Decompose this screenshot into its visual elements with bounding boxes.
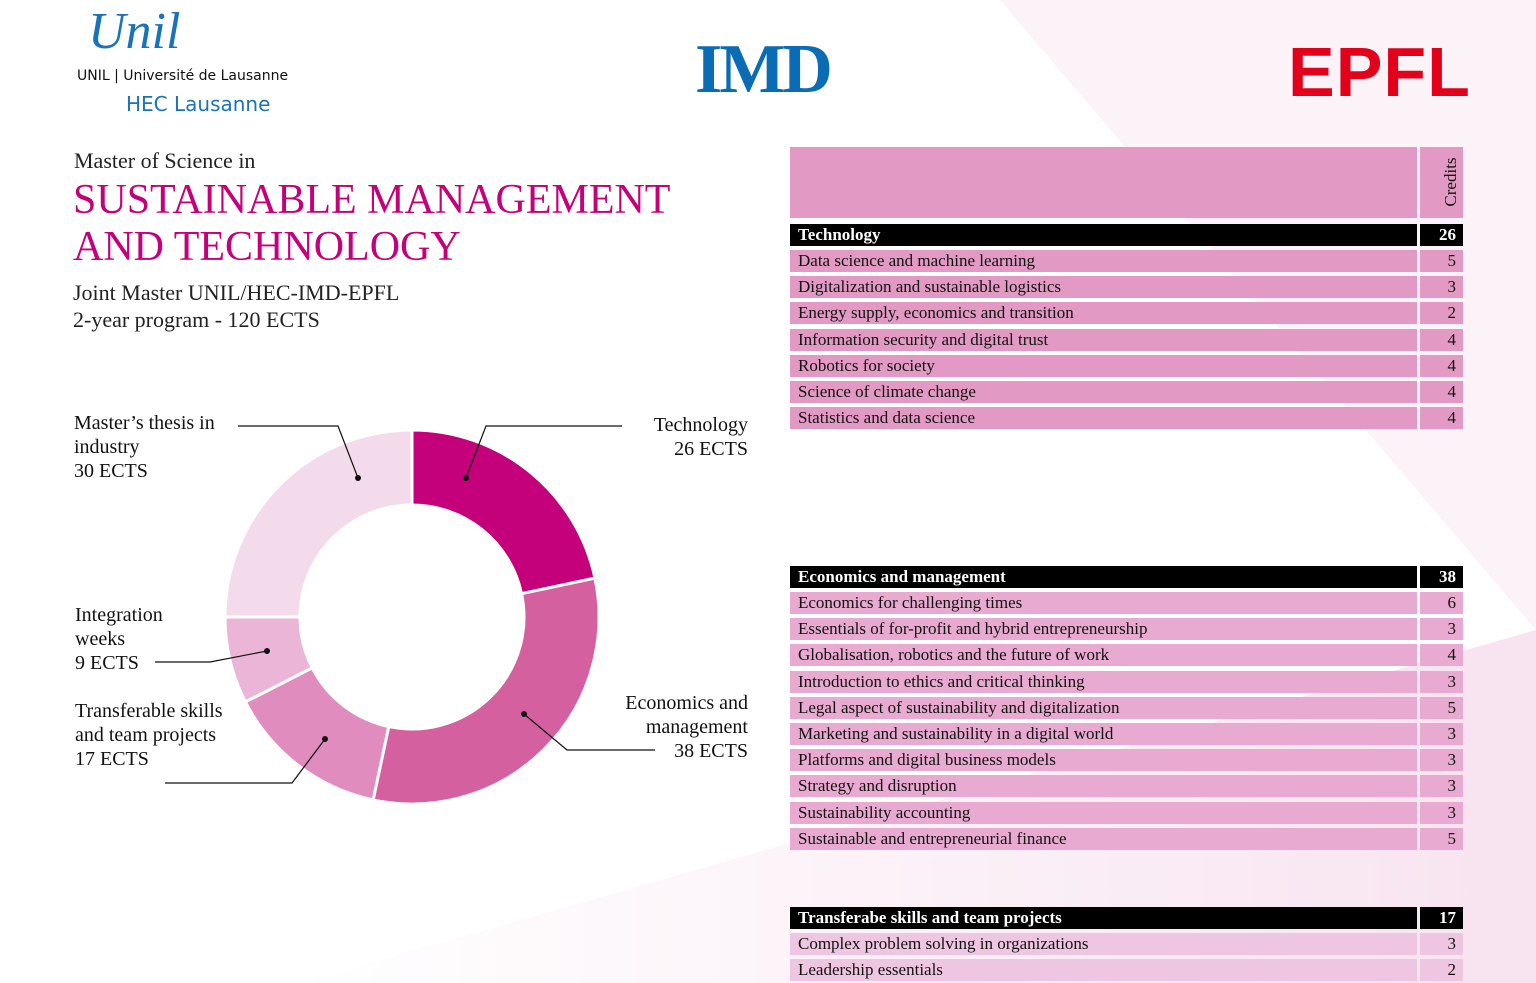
course-credits: 4	[1420, 407, 1463, 430]
leader-dot	[521, 711, 527, 717]
section-title: Technology	[790, 224, 1417, 246]
course-credits: 3	[1420, 276, 1463, 299]
course-name: Science of climate change	[790, 381, 1417, 403]
course-credits: 3	[1420, 670, 1463, 693]
course-name: Globalisation, robotics and the future o…	[790, 644, 1417, 667]
course-credits: 3	[1420, 933, 1463, 955]
course-credits: 4	[1420, 644, 1463, 667]
leader-lines	[155, 425, 655, 784]
course-name: Introduction to ethics and critical thin…	[790, 670, 1417, 693]
section-title: Economics and management	[790, 566, 1417, 588]
value-label: 38 ECTS	[674, 740, 748, 762]
course-credits: 3	[1420, 618, 1463, 641]
donut-segment	[410, 428, 597, 596]
hec-logo: HEC Lausanne	[126, 92, 271, 116]
course-name: Marketing and sustainability in a digita…	[790, 723, 1417, 745]
table-header-band	[790, 147, 1417, 218]
course-credits: 4	[1420, 381, 1463, 403]
credits-header-cell	[1420, 147, 1463, 218]
course-name: Legal aspect of sustainability and digit…	[790, 696, 1417, 719]
section-title: Transferabe skills and team projects	[790, 907, 1417, 929]
title-line: SUSTAINABLE MANAGEMENT	[73, 177, 671, 223]
course-name: Economics for challenging times	[790, 592, 1417, 614]
course-name: Data science and machine learning	[790, 250, 1417, 272]
donut-chart	[223, 428, 601, 806]
leader-dot	[264, 648, 270, 654]
epfl-logo: EPFL	[1288, 33, 1471, 111]
course-name: Energy supply, economics and transition	[790, 302, 1417, 325]
course-credits: 3	[1420, 775, 1463, 798]
course-credits: 5	[1420, 250, 1463, 272]
section-total: 17	[1420, 907, 1463, 929]
course-name: Information security and digital trust	[790, 328, 1417, 351]
value-label: 17 ECTS	[75, 748, 149, 770]
donut-label: Integration weeks 9 ECTS	[75, 603, 195, 675]
donut-label: Economics and management 38 ECTS	[588, 691, 748, 763]
section-total: 26	[1420, 224, 1463, 246]
credits-header: Credits	[1441, 157, 1460, 206]
unil-name: UNIL | Université de Lausanne	[77, 68, 289, 84]
course-name: Leadership essentials	[790, 959, 1417, 982]
donut-segment	[371, 576, 601, 806]
leader-line	[523, 713, 655, 751]
leader-line	[155, 650, 268, 663]
course-credits: 2	[1420, 959, 1463, 982]
program: 2-year program - 120 ECTS	[73, 307, 320, 332]
imd-logo: IMD	[695, 31, 833, 108]
value-label: 9 ECTS	[75, 652, 139, 674]
course-credits: 3	[1420, 749, 1463, 772]
kicker: Master of Science in	[74, 148, 256, 173]
subtitle: Joint Master UNIL/HEC-IMD-EPFL	[73, 280, 400, 305]
course-name: Robotics for society	[790, 354, 1417, 377]
course-name: Strategy and disruption	[790, 775, 1417, 798]
donut-label: Master’s thesis in industry 30 ECTS	[74, 411, 234, 483]
course-credits: 4	[1420, 354, 1463, 377]
leader-dot	[355, 475, 361, 481]
course-credits: 5	[1420, 696, 1463, 719]
unil-logo: Unil	[88, 3, 181, 60]
donut-label: Transferable skills and team projects 17 …	[75, 699, 230, 771]
leader-line	[238, 425, 359, 479]
value-label: 26 ECTS	[674, 438, 748, 460]
course-credits: 3	[1420, 723, 1463, 745]
category-label: Master’s thesis in industry	[74, 412, 215, 458]
donut-segment	[223, 428, 414, 619]
category-label: Integration weeks	[75, 604, 163, 650]
course-name: Essentials of for-profit and hybrid entr…	[790, 618, 1417, 641]
course-name: Digitalization and sustainable logistics	[790, 276, 1417, 299]
course-name: Platforms and digital business models	[790, 749, 1417, 772]
section-total: 38	[1420, 566, 1463, 588]
course-name: Complex problem solving in organizations	[790, 933, 1417, 955]
leader-line	[465, 425, 622, 479]
leader-line	[165, 738, 326, 784]
course-name: Statistics and data science	[790, 407, 1417, 430]
leader-dots	[264, 475, 527, 742]
leader-dot	[463, 475, 469, 481]
course-credits: 4	[1420, 328, 1463, 351]
course-name: Sustainability accounting	[790, 801, 1417, 824]
leader-dot	[322, 736, 328, 742]
category-label: Technology	[653, 414, 748, 436]
title-line: AND TECHNOLOGY	[73, 224, 461, 270]
value-label: 30 ECTS	[74, 460, 148, 482]
course-name: Sustainable and entrepreneurial finance	[790, 827, 1417, 850]
category-label: Transferable skills and team projects	[75, 700, 223, 746]
category-label: Economics and management	[625, 692, 748, 738]
course-credits: 6	[1420, 592, 1463, 614]
donut-label: Technology 26 ECTS	[588, 413, 748, 461]
course-credits: 2	[1420, 302, 1463, 325]
course-credits: 3	[1420, 801, 1463, 824]
course-credits: 5	[1420, 827, 1463, 850]
